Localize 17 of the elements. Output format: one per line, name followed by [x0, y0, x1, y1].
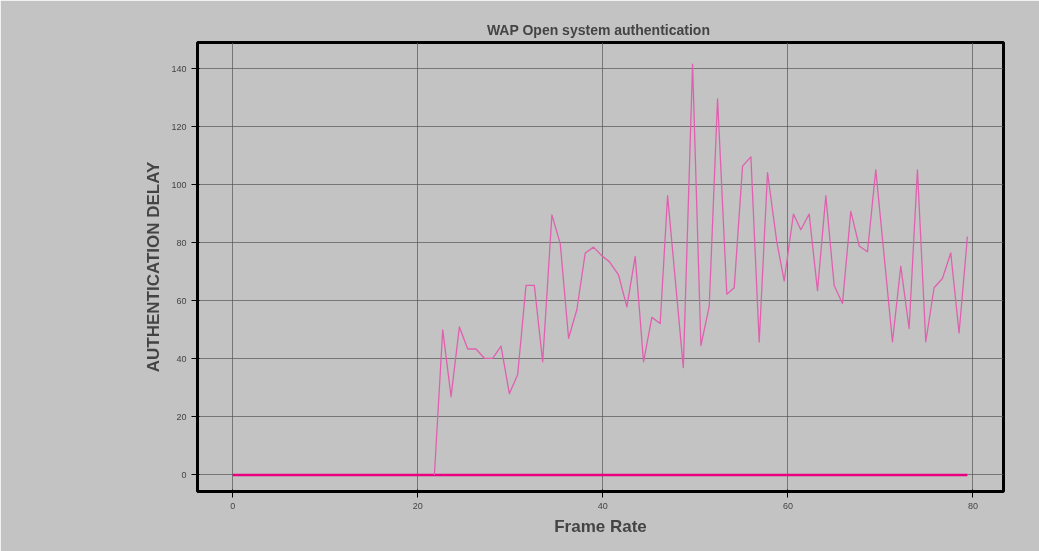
y-axis-title: AUTHENTICATION DELAY [144, 161, 164, 373]
y-tick-label: 100 [171, 179, 187, 190]
x-tick-label: 60 [782, 500, 793, 511]
x-tick-label: 40 [597, 500, 608, 511]
y-tick-label: 0 [181, 469, 187, 480]
x-tick-label: 20 [412, 500, 423, 511]
x-tick-label: 0 [230, 500, 236, 511]
y-tick-label: 40 [176, 353, 187, 364]
line-series [433, 63, 969, 476]
y-tick-label: 80 [176, 237, 187, 248]
y-tick-label: 60 [176, 295, 187, 306]
x-tick-label: 80 [967, 500, 978, 511]
y-tick-label: 120 [171, 121, 187, 132]
x-axis-title: Frame Rate [554, 516, 647, 536]
y-tick-label: 20 [176, 411, 187, 422]
y-tick-label: 140 [171, 63, 187, 74]
chart-title: WAP Open system authentication [486, 21, 710, 38]
